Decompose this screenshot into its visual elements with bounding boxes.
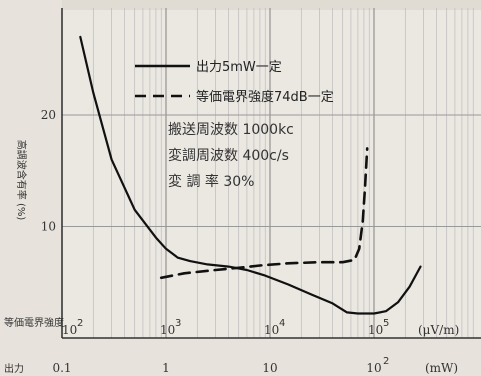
annotations: 搬送周波数 1000kc 変調周波数 400c/s 変 調 率 30% [168, 122, 294, 190]
series-group [79, 35, 422, 315]
field-tick-label: 10 [368, 323, 383, 337]
output-tick-exponent: 2 [383, 356, 389, 367]
field-tick-label: 10 [160, 323, 175, 337]
field-axis-ticks: 10 2 10 3 10 4 10 5 [62, 318, 389, 337]
grid [61, 8, 481, 338]
annotation-modfreq: 変調周波数 400c/s [168, 147, 289, 164]
field-axis-label: 等価電界強度 [4, 316, 64, 329]
output-axis-label: 出力 [4, 362, 24, 375]
legend-solid-label: 出力5mW一定 [196, 60, 282, 75]
field-tick-exponent: 3 [175, 318, 181, 329]
output-tick-label: 1 [162, 361, 170, 375]
legend-dashed-label: 等価電界強度74dB一定 [196, 89, 334, 105]
y-axis-label: 高調波含有率 (%) [15, 140, 28, 221]
output-tick-label: 10 [262, 361, 277, 375]
field-tick-label: 10 [264, 323, 279, 337]
series-line-field-constant [159, 147, 369, 280]
annotation-carrier: 搬送周波数 1000kc [168, 122, 294, 138]
legend: 出力5mW一定 等価電界強度74dB一定 [135, 60, 334, 105]
y-tick-label: 20 [41, 108, 56, 122]
field-tick-exponent: 4 [279, 318, 285, 329]
output-tick-label: 0.1 [52, 361, 71, 375]
annotation-modrate: 変 調 率 30% [168, 173, 254, 190]
field-tick-label: 10 [62, 323, 77, 337]
series-line-output-constant [79, 35, 422, 315]
output-tick-label: 10 [366, 361, 381, 375]
top-strip [62, 0, 481, 10]
y-ticks: 10 20 [41, 108, 56, 234]
output-axis-ticks: 0.1 1 10 10 2 [52, 356, 389, 375]
y-tick-label: 10 [41, 220, 56, 234]
output-axis-unit: (mW) [425, 361, 458, 375]
field-axis-unit: (μV/m) [418, 323, 459, 337]
field-tick-exponent: 2 [77, 318, 83, 329]
field-tick-exponent: 5 [383, 318, 389, 329]
